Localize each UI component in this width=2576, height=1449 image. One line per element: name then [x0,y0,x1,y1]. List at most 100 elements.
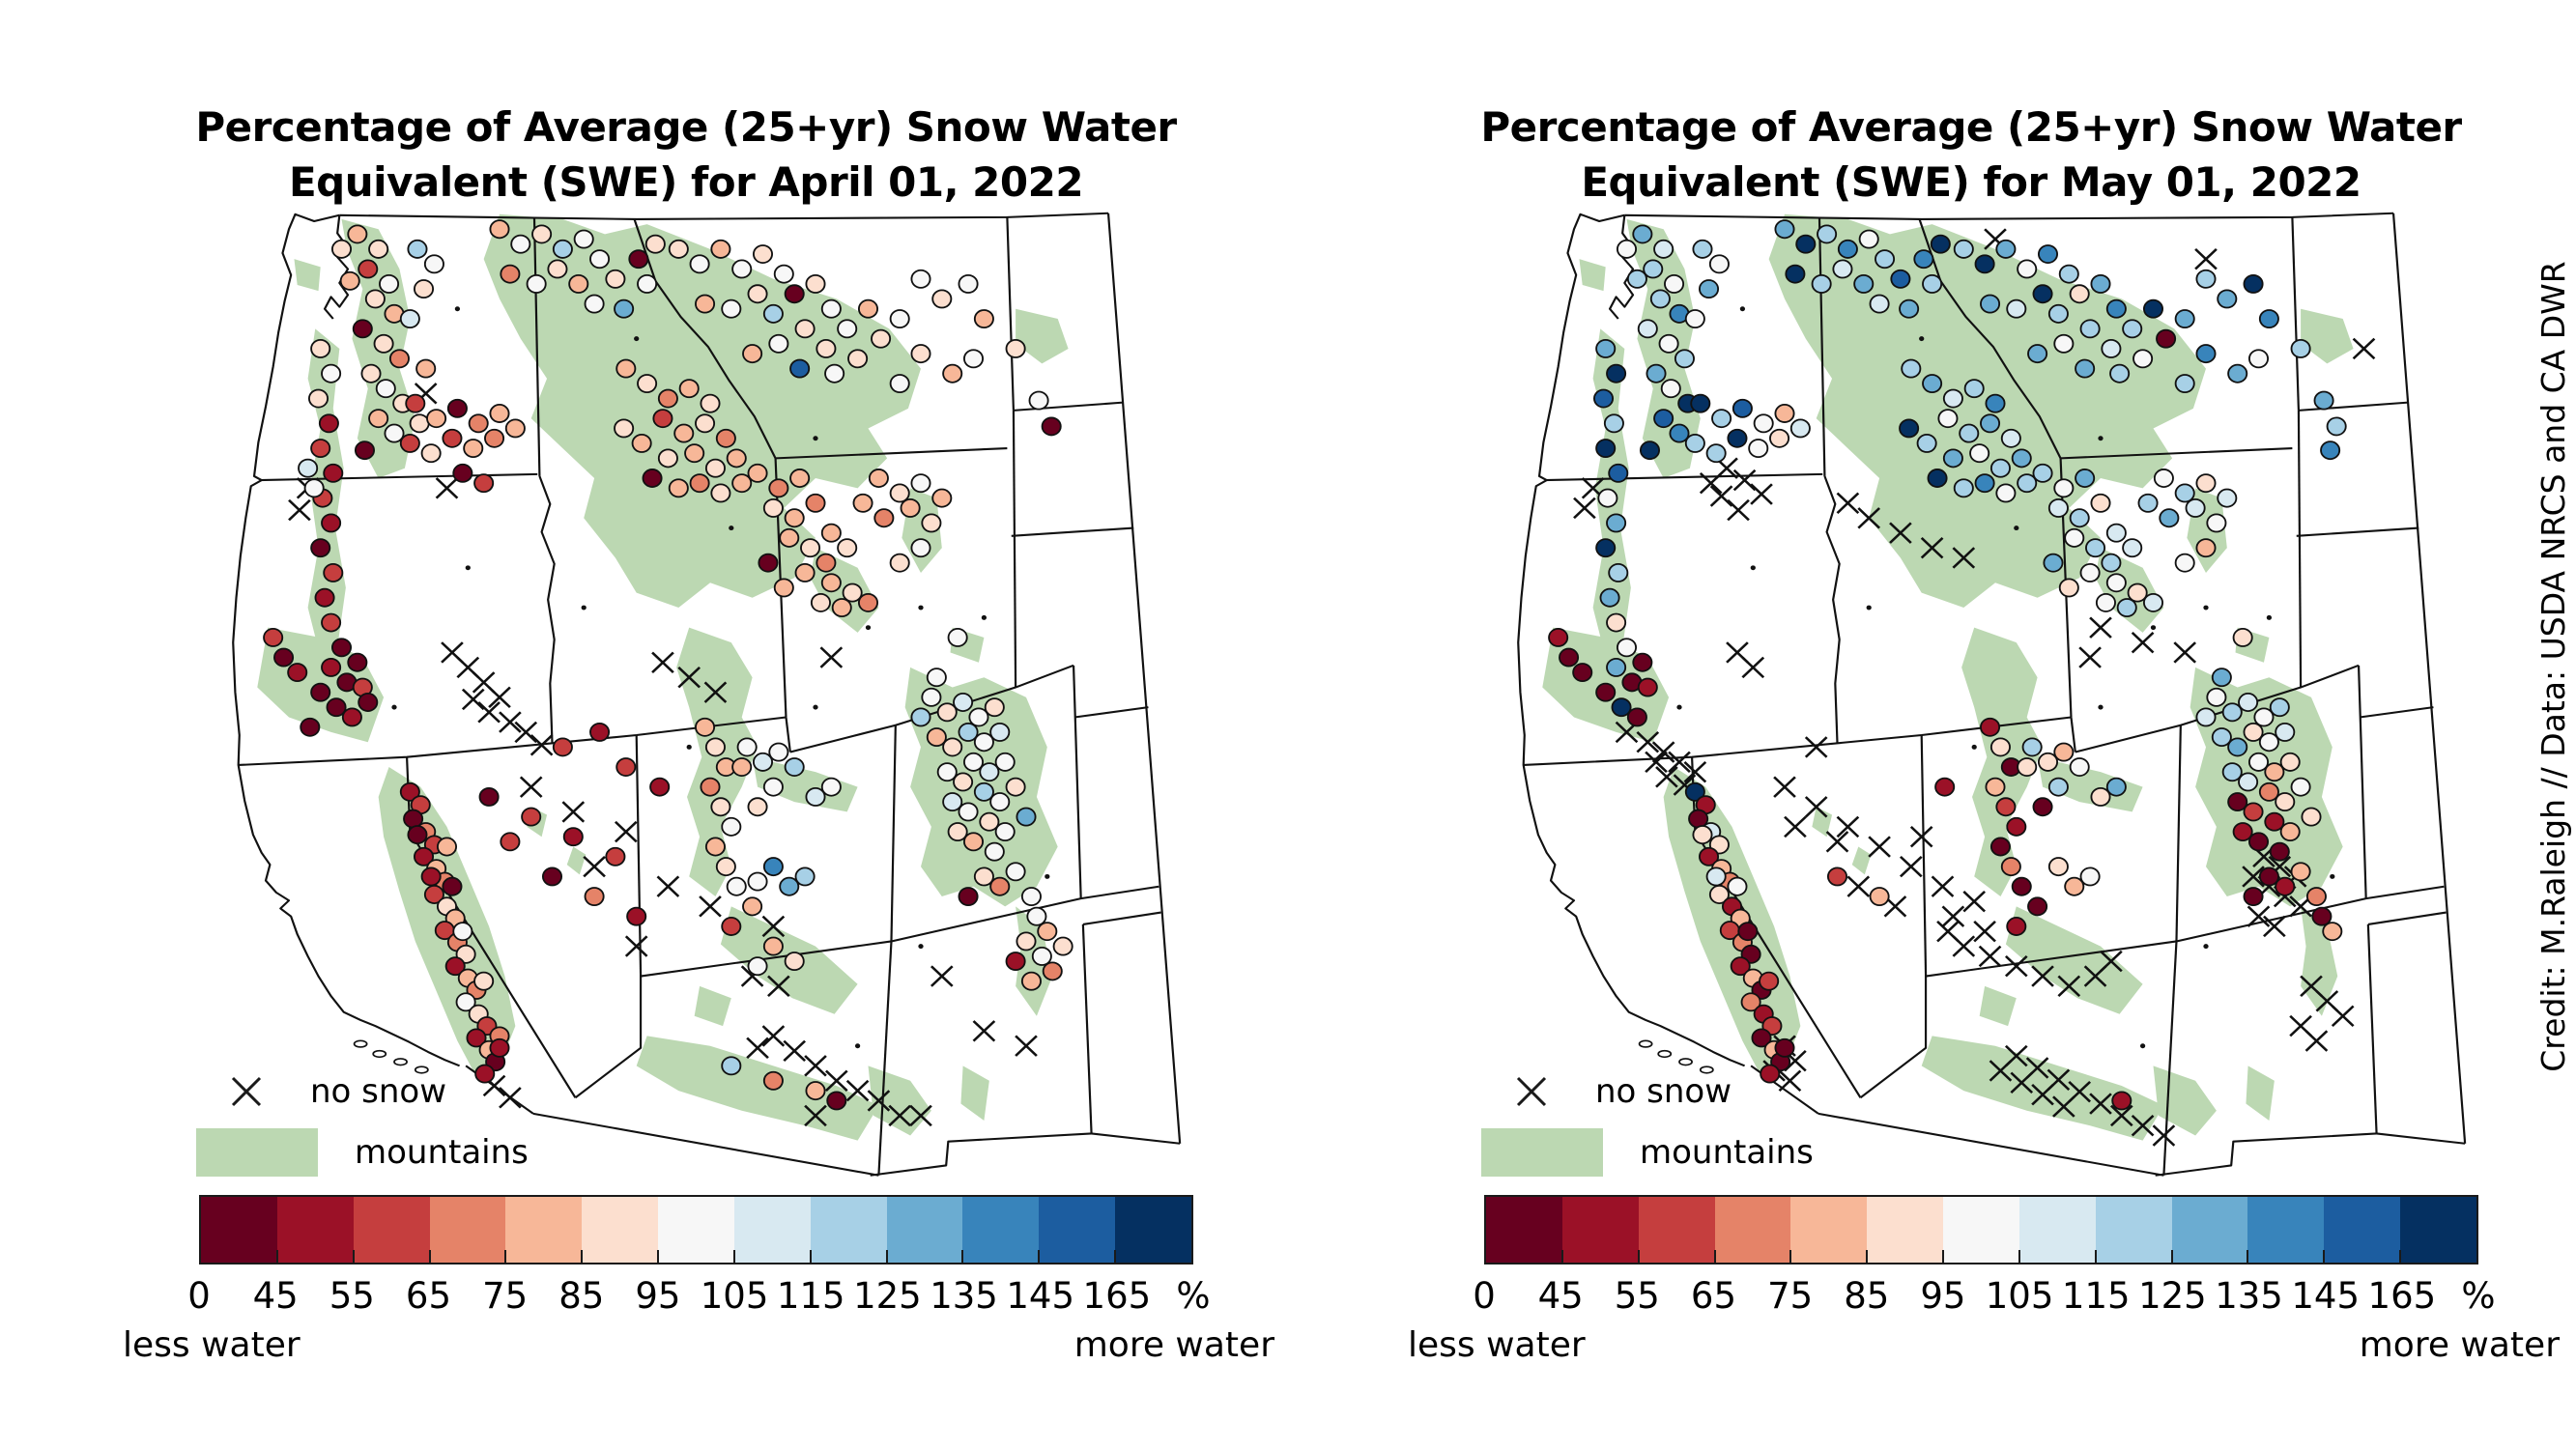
station-dot [695,717,716,737]
no-snow-mark [2010,1071,2034,1094]
station-dot [762,1070,784,1091]
station-dot [1995,239,2017,259]
colorbar-tick-label: 145 [2291,1275,2360,1317]
station-dot [1608,563,1629,582]
colorbar-boundary-tick [1866,1250,1869,1263]
station-dot [731,757,753,777]
station-dot [2017,259,2038,279]
colorbar-boundary-tick [581,1250,584,1263]
station-dot [805,787,826,807]
state-border [339,212,1109,220]
station-dot [837,319,858,339]
station-dot [2156,328,2177,349]
station-dot [436,837,458,857]
colorbar-boundary-tick [428,1250,431,1263]
station-dot [1711,409,1732,429]
minor-station-dot [729,526,734,531]
station-dot [968,707,989,727]
no-snow-mark [1836,815,1860,838]
state-border [1012,410,1017,688]
colorbar-tick-label: % [1176,1275,1211,1317]
legend-no-snow-label: no snow [1595,1072,1732,1111]
state-border [775,447,1008,460]
no-snow-mark [804,1104,827,1127]
colorbar-tick-label: 105 [700,1275,769,1317]
no-snow-mark [1846,875,1871,897]
station-dot [910,707,931,727]
station-dot [1595,682,1617,702]
minor-station-dot [2150,625,2157,631]
panel-april: Percentage of Average (25+yr) Snow Water… [82,58,1290,1439]
station-dot [931,289,953,309]
colorbar-boundary-tick [504,1250,507,1263]
station-dot [789,358,811,379]
station-dot [942,792,963,812]
station-dot [871,328,892,349]
station-dot [1660,379,1681,399]
station-dot [637,274,658,294]
station-dot [426,409,447,429]
state-border [1823,475,1841,744]
station-dot [779,876,800,896]
less-water-label: less water [1408,1325,1586,1365]
station-dot [504,418,526,439]
station-dot [1974,254,1995,274]
station-dot [2132,349,2154,369]
station-dot [1646,363,1667,384]
station-dot [414,846,435,867]
station-dot [1832,259,1853,279]
station-dot [910,473,931,494]
station-dot [1730,956,1751,977]
station-dot [347,224,368,244]
state-border [2297,410,2303,688]
no-snow-mark [530,734,554,756]
station-dot [649,777,671,797]
station-dot [2232,822,2253,841]
minor-station-dot [918,944,924,950]
colorbar-segment [962,1197,1040,1263]
station-dot [1913,249,1934,270]
station-dot [2122,538,2143,558]
station-dot [820,573,842,593]
station-dot [1774,404,1795,423]
station-dot [263,628,284,647]
legend-mountains-label: mountains [355,1133,529,1172]
no-snow-mark [1683,760,1707,783]
state-border [1091,1132,1181,1145]
no-snow-mark [2152,1124,2176,1147]
station-dot [668,478,689,498]
station-dot [1708,254,1730,274]
station-dot [2006,816,2027,837]
colorbar-tick-label: 135 [930,1275,998,1317]
station-dot [310,339,331,358]
station-dot [584,294,605,314]
colorbar-segment [2324,1197,2401,1263]
state-border [232,213,461,1067]
station-dot [484,428,505,448]
station-dot [958,802,979,822]
colorbar-words-april: less water more water [123,1325,1274,1365]
station-dot [1016,807,1037,827]
no-snow-mark [656,875,680,897]
station-dot [2206,513,2227,533]
station-dot [375,379,396,399]
colorbar-segment [1486,1197,1562,1263]
station-dot [1699,846,1720,867]
station-dot [2090,493,2111,513]
station-dot [510,234,531,254]
station-dot [314,587,335,608]
station-dot [321,513,342,533]
no-snow-mark [1636,731,1660,753]
station-dot [1727,428,1748,448]
colorbar-tick-label: 85 [558,1275,605,1317]
station-dot [673,423,695,443]
station-dot [1626,707,1647,727]
island-outline [1657,1049,1673,1059]
station-dot [2058,264,2079,284]
station-dot [615,358,637,379]
station-dot [615,757,637,777]
station-dot [1869,294,1890,314]
no-snow-mark [2247,905,2271,927]
station-dot [984,697,1005,718]
station-dot [2142,592,2164,612]
